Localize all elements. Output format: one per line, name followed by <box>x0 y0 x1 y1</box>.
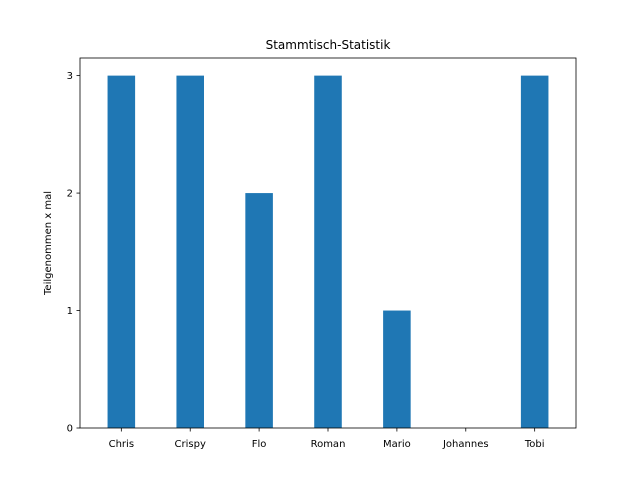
x-tick-label: Tobi <box>524 439 545 450</box>
y-ticks-group: 0 1 2 3 <box>67 71 80 435</box>
x-ticks-group: Chris Crispy Flo Roman Mario Johannes Tobi <box>109 428 545 450</box>
y-tick-label: 1 <box>67 306 73 317</box>
x-tick-label: Chris <box>109 439 134 450</box>
y-tick-label: 2 <box>67 189 73 200</box>
y-tick-label: 3 <box>67 71 73 82</box>
x-tick-label: Crispy <box>175 439 206 450</box>
bar-chris <box>107 75 136 428</box>
bar-tobi <box>520 75 549 428</box>
x-tick-label: Mario <box>383 439 411 450</box>
bar-mario <box>383 310 411 428</box>
bar-crispy <box>176 75 204 428</box>
bars-group <box>107 75 549 428</box>
y-tick-label: 0 <box>67 424 73 435</box>
x-tick-label: Johannes <box>442 439 489 450</box>
bar-roman <box>314 75 342 428</box>
y-axis-label: Teilgenommen x mal <box>43 191 54 296</box>
x-tick-label: Flo <box>252 439 267 450</box>
plot-frame <box>79 57 577 429</box>
x-tick-label: Roman <box>311 439 346 450</box>
bar-flo <box>245 193 273 428</box>
chart-title: Stammtisch-Statistik <box>266 38 391 52</box>
